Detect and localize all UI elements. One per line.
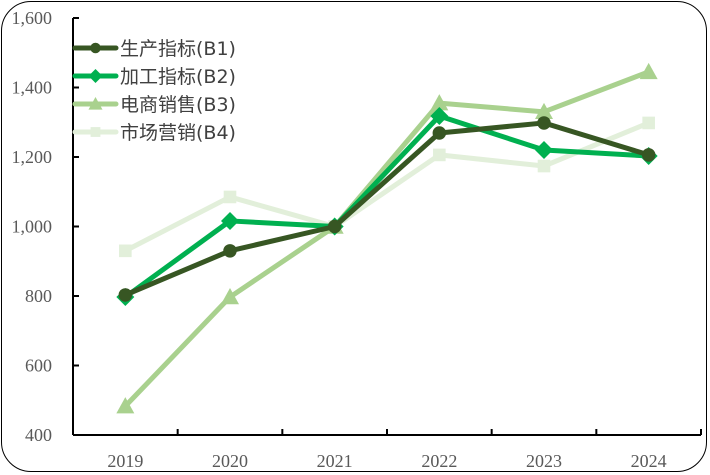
legend-item: 市场营销(B4) <box>72 122 236 144</box>
series-path <box>123 69 650 408</box>
series-path <box>123 113 649 300</box>
y-tick-label: 1,600 <box>12 8 53 28</box>
y-tick-label: 800 <box>25 286 52 306</box>
circle-marker-icon <box>537 116 551 130</box>
circle-marker-icon <box>432 126 447 140</box>
circle-marker-icon <box>90 42 101 54</box>
legend-label: 市场营销(B4) <box>120 122 236 144</box>
diamond-marker-icon <box>88 69 103 83</box>
axes: 400 600 800 1,000 1,200 1,400 1,600 2019 2020 202… <box>12 8 702 471</box>
diamond-marker-icon <box>221 211 239 230</box>
circle-marker-icon <box>327 219 342 234</box>
y-tick-label: 400 <box>25 425 52 445</box>
square-marker-icon <box>433 148 446 162</box>
diamond-marker-icon <box>535 141 553 160</box>
series-line <box>118 116 656 302</box>
x-tick-label: 2020 <box>212 451 248 471</box>
legend-item: 电商销售(B3) <box>72 94 236 116</box>
circle-marker-icon <box>641 148 656 162</box>
x-tick-label: 2022 <box>421 451 457 471</box>
series-path <box>124 120 650 298</box>
triangle-marker-icon <box>88 97 103 110</box>
x-tick-label: 2021 <box>317 451 353 471</box>
series-group <box>116 62 658 414</box>
y-tick-label: 1,200 <box>12 147 53 167</box>
square-marker-icon <box>90 127 101 137</box>
square-marker-icon <box>223 190 237 204</box>
y-tick-label: 600 <box>25 356 52 376</box>
square-marker-icon <box>642 116 655 130</box>
triangle-marker-icon <box>116 397 135 414</box>
legend-label: 生产指标(B1) <box>120 38 236 60</box>
x-tick-label: 2019 <box>107 451 143 471</box>
y-tick-label: 1,000 <box>12 217 53 237</box>
square-marker-icon <box>537 159 551 173</box>
legend: 生产指标(B1) 加工指标(B2) 电商销售(B3) 市场营销(B4) <box>72 38 236 144</box>
triangle-marker-icon <box>430 94 449 111</box>
triangle-marker-icon <box>535 102 553 120</box>
legend-item: 生产指标(B1) <box>72 38 236 60</box>
triangle-marker-icon <box>639 62 658 80</box>
x-tick-label: 2023 <box>526 451 562 471</box>
triangle-marker-icon <box>221 288 239 305</box>
legend-item: 加工指标(B2) <box>72 66 236 88</box>
square-marker-icon <box>119 244 132 258</box>
x-tick-label: 2024 <box>631 451 667 471</box>
legend-label: 电商销售(B3) <box>120 94 236 116</box>
circle-marker-icon <box>223 244 237 258</box>
series-path <box>124 120 650 254</box>
circle-marker-icon <box>118 288 133 302</box>
diamond-marker-icon <box>430 106 449 125</box>
y-tick-label: 1,400 <box>12 78 53 98</box>
legend-label: 加工指标(B2) <box>120 66 236 88</box>
